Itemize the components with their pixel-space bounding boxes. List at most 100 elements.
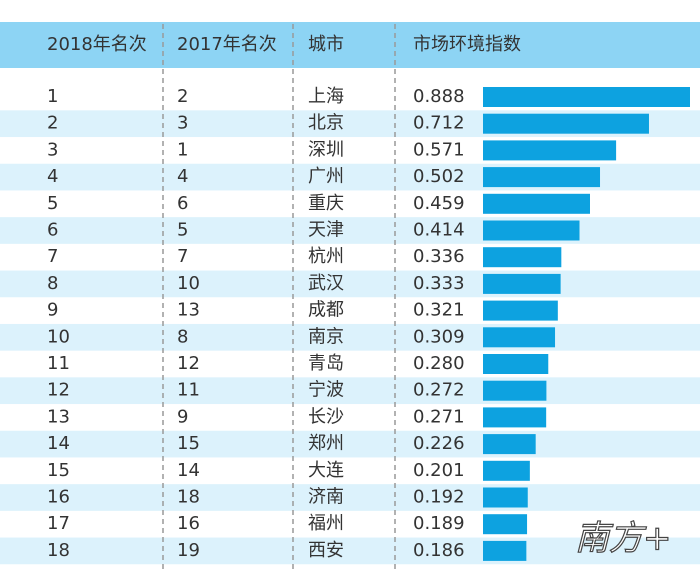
city: 大连: [308, 460, 344, 481]
value-label: 0.502: [413, 166, 465, 187]
bar: [483, 460, 530, 481]
bar: [483, 327, 556, 348]
city: 西安: [308, 540, 344, 561]
header-band: [0, 22, 700, 68]
rank-2018: 16: [47, 487, 70, 508]
rank-2017: 13: [177, 300, 200, 321]
rank-2018: 4: [47, 166, 58, 187]
bar: [483, 167, 601, 188]
city: 天津: [308, 220, 344, 241]
rank-2017: 7: [177, 246, 188, 267]
rank-2018: 9: [47, 300, 58, 321]
rank-2018: 11: [47, 353, 70, 374]
bar: [483, 300, 558, 321]
row-stripe: [0, 537, 700, 565]
city: 济南: [308, 487, 344, 508]
rank-2017: 16: [177, 513, 200, 534]
bar: [483, 487, 528, 508]
city: 郑州: [308, 433, 344, 454]
city: 成都: [308, 300, 344, 321]
city: 深圳: [308, 139, 344, 160]
rank-2018: 17: [47, 513, 70, 534]
city: 福州: [308, 513, 344, 534]
watermark: 南方+: [575, 519, 672, 559]
city: 武汉: [308, 273, 344, 294]
city: 杭州: [308, 246, 344, 267]
rank-2017: 14: [177, 460, 200, 481]
bar: [483, 273, 561, 294]
rank-2018: 13: [47, 406, 70, 427]
bar: [483, 354, 549, 374]
rank-2017: 3: [177, 113, 188, 134]
city: 北京: [308, 113, 344, 134]
row-stripe: [0, 270, 700, 298]
rank-2017: 1: [177, 139, 188, 160]
row-stripe: [0, 217, 700, 244]
bar: [483, 434, 536, 455]
rank-2018: 5: [47, 193, 58, 214]
rank-2018: 6: [47, 220, 58, 241]
rank-2018: 18: [47, 540, 70, 561]
bar: [483, 514, 528, 535]
value-label: 0.280: [413, 353, 465, 374]
city: 长沙: [308, 406, 344, 427]
bar: [483, 140, 617, 161]
rank-2017: 10: [177, 273, 200, 294]
column-header: 市场环境指数: [413, 34, 521, 55]
column-header: 2018年名次: [47, 34, 147, 55]
value-label: 0.201: [413, 460, 465, 481]
rank-2018: 3: [47, 139, 58, 160]
column-header: 2017年名次: [177, 34, 277, 55]
row-stripe: [0, 377, 700, 405]
city: 南京: [308, 326, 344, 347]
bar: [483, 113, 649, 134]
bar: [483, 407, 547, 428]
value-label: 0.309: [413, 326, 465, 347]
rank-2017: 5: [177, 220, 188, 241]
rank-2018: 10: [47, 326, 70, 347]
value-label: 0.712: [413, 113, 465, 134]
rank-2018: 12: [47, 380, 70, 401]
value-label: 0.321: [413, 300, 465, 321]
column-header: 城市: [308, 34, 344, 55]
rank-2018: 2: [47, 113, 58, 134]
value-label: 0.226: [413, 433, 465, 454]
value-label: 0.571: [413, 139, 465, 160]
rank-2017: 4: [177, 166, 188, 187]
city: 广州: [308, 166, 344, 187]
row-stripe: [0, 430, 700, 458]
bar: [483, 220, 580, 241]
rank-2018: 7: [47, 246, 58, 267]
city: 上海: [308, 86, 344, 107]
value-label: 0.459: [413, 193, 465, 214]
rank-2018: 8: [47, 273, 58, 294]
value-label: 0.271: [413, 406, 465, 427]
rank-2017: 2: [177, 86, 188, 107]
rank-2017: 19: [177, 540, 200, 561]
value-label: 0.192: [413, 487, 465, 508]
rank-2017: 8: [177, 326, 188, 347]
value-label: 0.189: [413, 513, 465, 534]
rank-2017: 15: [177, 433, 200, 454]
value-label: 0.333: [413, 273, 465, 294]
value-label: 0.186: [413, 540, 465, 561]
city: 青岛: [308, 353, 344, 374]
rank-2018: 14: [47, 433, 70, 454]
rank-2018: 15: [47, 460, 70, 481]
city: 重庆: [308, 193, 344, 214]
bar: [483, 247, 562, 268]
bar: [483, 87, 690, 107]
bar: [483, 540, 527, 561]
row-stripe: [0, 323, 700, 351]
value-label: 0.414: [413, 220, 465, 241]
rank-2017: 12: [177, 353, 200, 374]
rank-2018: 1: [47, 86, 58, 107]
rank-2017: 6: [177, 193, 188, 214]
bar: [483, 193, 590, 214]
bar: [483, 380, 547, 401]
rank-2017: 11: [177, 380, 200, 401]
value-label: 0.272: [413, 380, 465, 401]
rank-2017: 9: [177, 406, 188, 427]
value-label: 0.336: [413, 246, 465, 267]
